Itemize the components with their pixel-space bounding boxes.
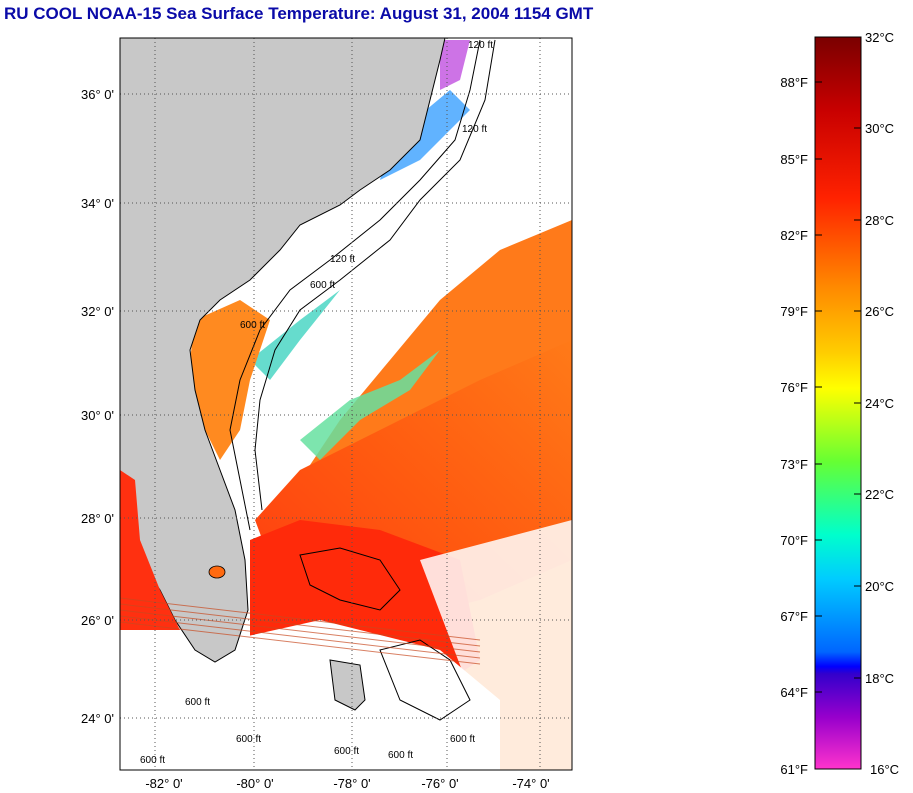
cloud-area <box>270 210 420 410</box>
temperature-colorbar <box>814 36 862 770</box>
scan-line-artifacts <box>120 597 481 665</box>
colorbar-celsius-labels: 32°C 30°C 28°C 26°C 24°C 22°C 20°C 18°C … <box>865 30 899 777</box>
fahrenheit-label: 67°F <box>780 609 808 624</box>
contour-label: 600 ft <box>310 280 335 291</box>
cuba-land <box>329 659 366 711</box>
celsius-label: 30°C <box>865 121 894 136</box>
lat-label: 26° 0' <box>81 613 114 628</box>
contour-label: 600 ft <box>240 320 265 331</box>
fahrenheit-label: 79°F <box>780 304 808 319</box>
cloud-area <box>420 40 572 210</box>
cloud-area <box>230 620 500 770</box>
cool-shelf-water <box>440 40 470 90</box>
celsius-label: 18°C <box>865 671 894 686</box>
depth-contour-600ft <box>254 39 496 511</box>
fahrenheit-label: 70°F <box>780 533 808 548</box>
contour-label: 120 ft <box>330 254 355 265</box>
map-graticule <box>120 38 572 770</box>
lat-label: 24° 0' <box>81 711 114 726</box>
latitude-axis: 36° 0' 34° 0' 32° 0' 30° 0' 28° 0' 26° 0… <box>81 87 114 726</box>
contour-label: 600 ft <box>185 697 210 708</box>
contour-label: 600 ft <box>236 734 261 745</box>
longitude-axis: -82° 0' -80° 0' -78° 0' -76° 0' -74° 0' <box>145 776 549 791</box>
contour-label: 600 ft <box>388 750 413 761</box>
contour-label: 600 ft <box>334 746 359 757</box>
cloud-area <box>420 520 572 770</box>
georgia-shelf-sst <box>190 300 270 460</box>
fahrenheit-label: 88°F <box>780 75 808 90</box>
fahrenheit-label: 73°F <box>780 457 808 472</box>
celsius-label: 22°C <box>865 487 894 502</box>
lon-label: -74° 0' <box>512 776 549 791</box>
fahrenheit-label: 61°F <box>780 762 808 777</box>
contour-label: 600 ft <box>450 734 475 745</box>
colorbar-celsius-ticks <box>854 127 861 679</box>
bahamas-bank <box>299 547 401 611</box>
colorbar-fahrenheit-labels: 88°F 85°F 82°F 79°F 76°F 73°F 70°F 67°F … <box>780 75 808 777</box>
depth-contour-120ft <box>229 39 481 531</box>
fahrenheit-label: 82°F <box>780 228 808 243</box>
map-title: RU COOL NOAA-15 Sea Surface Temperature:… <box>4 4 594 23</box>
celsius-label: 26°C <box>865 304 894 319</box>
colorbar-fahrenheit-ticks <box>815 81 822 693</box>
lat-label: 30° 0' <box>81 408 114 423</box>
lat-label: 28° 0' <box>81 511 114 526</box>
celsius-label: 16°C <box>870 762 899 777</box>
fahrenheit-label: 64°F <box>780 685 808 700</box>
lat-label: 34° 0' <box>81 196 114 211</box>
celsius-label: 20°C <box>865 579 894 594</box>
lon-label: -76° 0' <box>421 776 458 791</box>
fahrenheit-label: 85°F <box>780 152 808 167</box>
cool-filament <box>300 350 440 460</box>
lon-label: -80° 0' <box>236 776 273 791</box>
bahamas-bank <box>379 639 471 721</box>
lat-label: 36° 0' <box>81 87 114 102</box>
lake-okeechobee <box>208 565 226 579</box>
fahrenheit-label: 76°F <box>780 380 808 395</box>
lat-label: 32° 0' <box>81 304 114 319</box>
lon-label: -82° 0' <box>145 776 182 791</box>
celsius-label: 28°C <box>865 213 894 228</box>
celsius-label: 32°C <box>865 30 894 45</box>
celsius-label: 24°C <box>865 396 894 411</box>
gulf-of-mexico-sst <box>120 470 180 630</box>
contour-labels: 120 ft 120 ft 120 ft 600 ft 600 ft 600 f… <box>140 40 493 766</box>
contour-label: 600 ft <box>140 755 165 766</box>
map-border <box>119 37 573 771</box>
contour-label: 120 ft <box>468 40 493 51</box>
contour-label: 120 ft <box>462 124 487 135</box>
lon-label: -78° 0' <box>333 776 370 791</box>
